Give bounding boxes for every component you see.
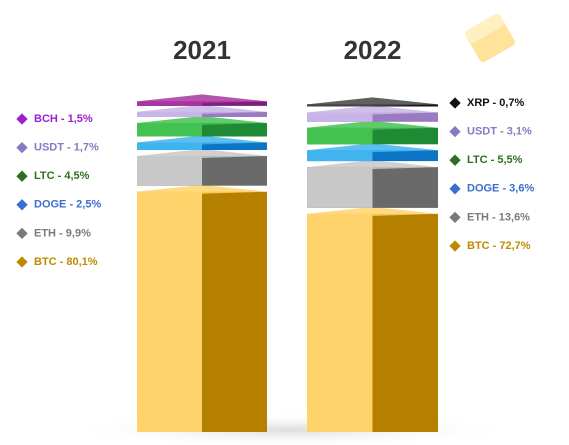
legend-marker [449,211,461,224]
legend-marker [449,240,461,252]
segment-top [307,143,438,153]
legend-marker [16,141,28,154]
segment-top [137,94,267,104]
segment-face [137,101,202,106]
segment-top [137,184,267,194]
segment-top [137,135,267,145]
segment-face [307,150,373,162]
legend-label: BCH - 1,5% [34,113,93,125]
segment-face [137,142,202,150]
legend-label: ETH - 9,9% [34,227,91,239]
legend-marker [16,199,28,211]
legend-marker [16,113,28,125]
legend-label: XRP - 0,7% [467,97,524,109]
segment-face [307,213,373,432]
segment-top [307,105,438,115]
segment-face [137,111,202,117]
legend-marker [16,227,28,240]
legend-label: DOGE - 3,6% [467,183,534,195]
segment-top [307,120,438,130]
segment-face [307,167,373,208]
segment-face [307,127,373,145]
legend-label: LTC - 5,5% [467,154,523,166]
legend-marker [16,170,28,182]
legend-label: ETH - 13,6% [467,211,530,223]
segment-face [307,104,373,107]
segment-top [137,116,267,125]
legend-label: BTC - 80,1% [34,256,98,268]
segment-top [307,160,438,170]
legend-marker [449,154,461,166]
segment-face [307,112,373,122]
legend-label: USDT - 1,7% [34,142,99,154]
segment-face [137,156,202,186]
legend-label: USDT - 3,1% [467,126,532,138]
floor-shadow [60,412,520,445]
legend-label: BTC - 72,7% [467,240,531,252]
segment-face [137,123,202,137]
legend-label: LTC - 4,5% [34,170,90,182]
segment-top [137,149,267,158]
segment-top [137,104,267,114]
year-label: 2022 [344,35,402,65]
segment-top [307,206,438,216]
legend-marker [449,125,461,138]
legend-marker [16,256,28,268]
decor-cube [465,13,515,63]
year-label: 2021 [173,35,231,65]
legend-label: DOGE - 2,5% [34,199,101,211]
legend-marker [449,183,461,195]
segment-face [137,191,202,432]
legend-marker [449,97,461,109]
segment-top [307,97,438,107]
